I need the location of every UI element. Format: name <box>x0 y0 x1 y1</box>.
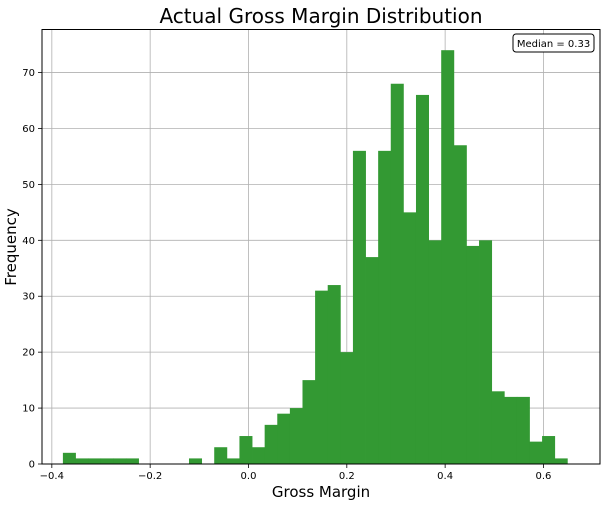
plot-area-frame <box>41 29 601 465</box>
histogram-bar <box>491 391 505 464</box>
histogram-bar <box>340 352 354 464</box>
x-tick-label: 0.2 <box>339 471 355 482</box>
y-tick-label: 40 <box>22 236 35 247</box>
histogram-bar <box>315 290 329 464</box>
histogram-bar <box>529 441 543 464</box>
histogram-bar <box>214 447 228 464</box>
histogram-bar <box>365 257 379 464</box>
histogram-bar <box>88 458 102 464</box>
x-tick-label: −0.4 <box>40 471 64 482</box>
histogram-bar <box>479 240 493 464</box>
histogram-bar <box>252 447 266 464</box>
histogram-bar <box>327 285 341 464</box>
chart-title: Actual Gross Margin Distribution <box>159 4 482 28</box>
y-tick-label: 0 <box>29 460 35 471</box>
x-tick-label: 0.4 <box>437 471 453 482</box>
y-tick-label: 70 <box>22 68 35 79</box>
histogram-bar <box>542 436 556 464</box>
median-annotation: Median = 0.33 <box>512 33 595 53</box>
histogram-bar <box>403 212 417 464</box>
x-tick-label: 0.6 <box>536 471 552 482</box>
x-axis-ticks: −0.4 −0.2 0.0 0.2 0.4 0.6 <box>40 464 552 482</box>
histogram-bar <box>352 150 366 464</box>
y-tick-label: 20 <box>22 348 35 359</box>
histogram-bar <box>125 458 139 464</box>
histogram-bar <box>226 458 240 464</box>
y-axis-label: Frequency <box>2 208 20 286</box>
x-tick-label: 0.0 <box>241 471 257 482</box>
y-tick-label: 10 <box>22 404 35 415</box>
median-annotation-box <box>512 33 595 53</box>
histogram-bar <box>441 50 455 464</box>
y-tick-label: 60 <box>22 124 35 135</box>
y-axis-ticks: 0 10 20 30 40 50 60 70 <box>22 68 42 471</box>
histogram-bar <box>100 458 114 464</box>
histogram-bar <box>466 245 480 464</box>
histogram-bar <box>289 408 303 464</box>
histogram-bar <box>239 436 253 464</box>
histogram-bar <box>415 94 429 465</box>
y-tick-label: 30 <box>22 292 35 303</box>
histogram-bar <box>516 396 530 464</box>
histogram-bar <box>378 150 392 464</box>
x-tick-label: −0.2 <box>138 471 162 482</box>
median-annotation-text: Median = 0.33 <box>517 39 590 50</box>
histogram-bar <box>554 458 568 464</box>
histogram-bar <box>302 380 316 464</box>
x-axis-label: Gross Margin <box>272 483 370 501</box>
y-tick-label: 50 <box>22 180 35 191</box>
histogram-bar <box>428 240 442 464</box>
histogram-bar <box>390 83 404 464</box>
histogram-bar <box>504 396 518 464</box>
histogram-bar <box>264 424 278 464</box>
histogram-bar <box>188 458 203 464</box>
histogram-bar <box>453 145 467 464</box>
histogram-bar <box>62 452 76 464</box>
histogram-bar <box>75 458 89 464</box>
histogram-bar <box>113 458 127 464</box>
histogram-bar <box>277 413 291 464</box>
histogram-bars <box>62 50 568 465</box>
